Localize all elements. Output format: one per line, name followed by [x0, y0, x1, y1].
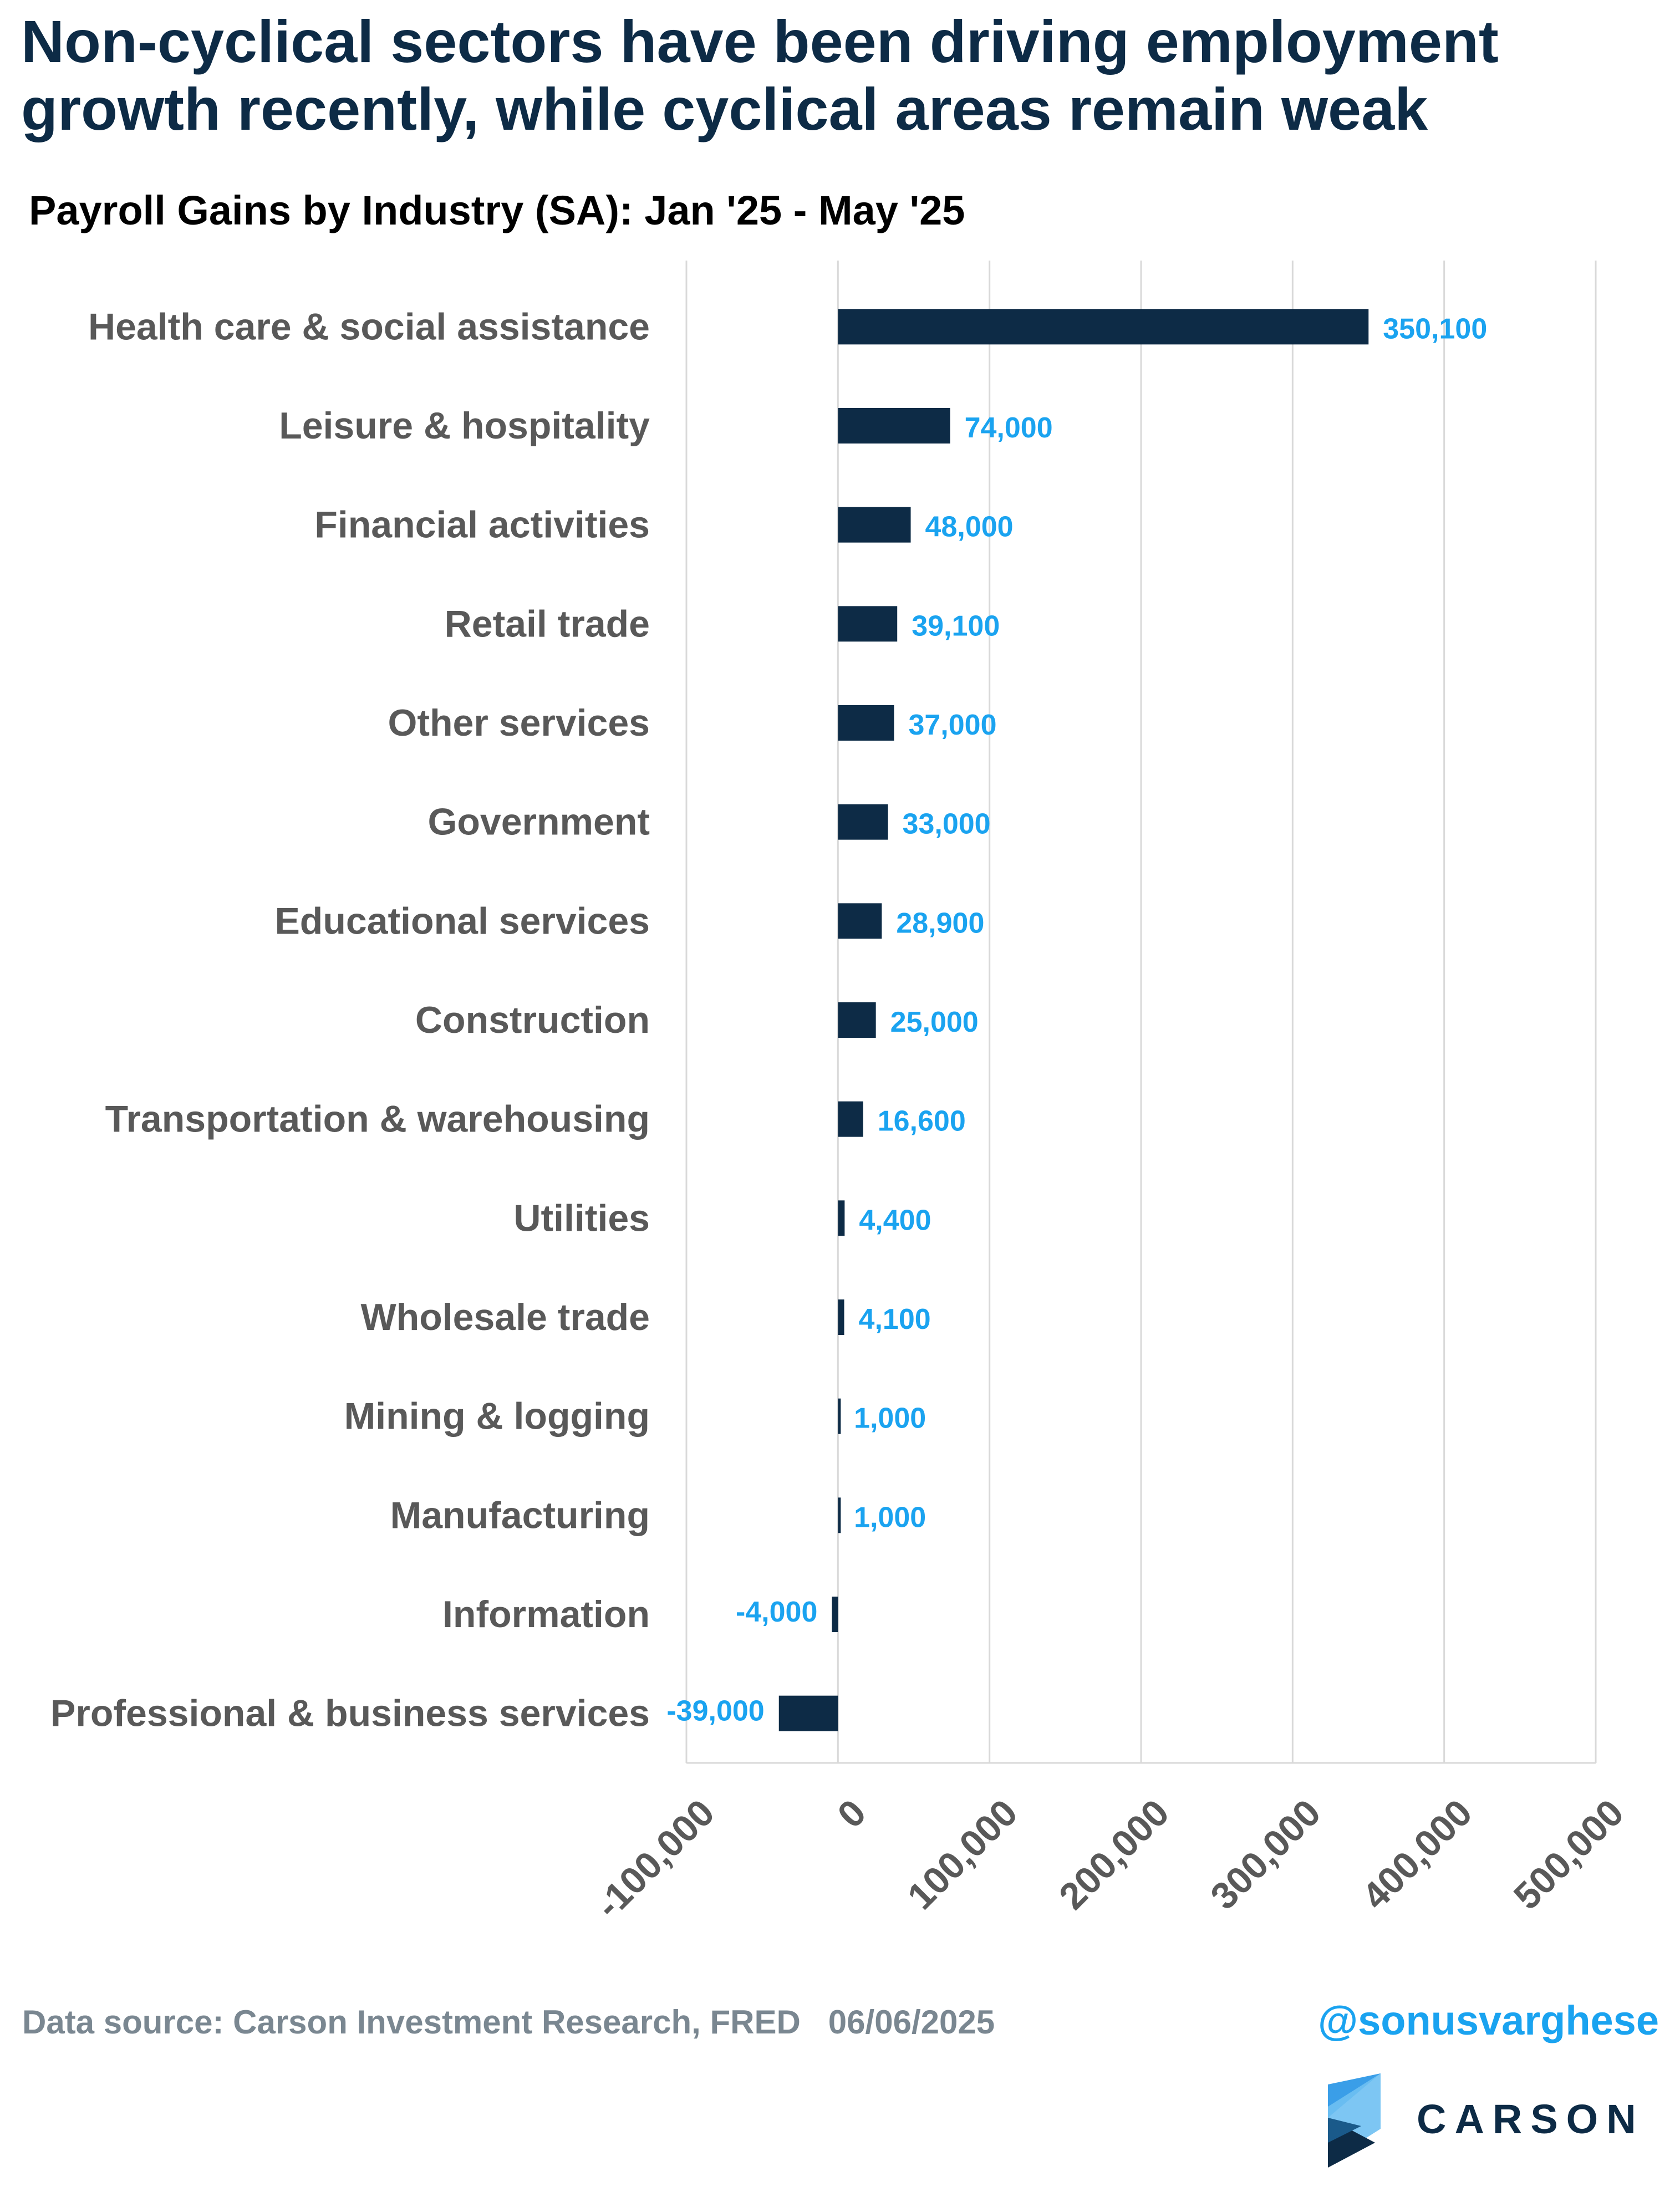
category-label: Government [427, 801, 650, 843]
bar [778, 1695, 838, 1731]
value-label: 4,100 [859, 1303, 931, 1335]
bar [832, 1597, 838, 1632]
bar [838, 309, 1369, 345]
x-tick-label: 300,000 [1203, 1791, 1329, 1918]
value-label: 33,000 [903, 808, 991, 840]
x-tick-label: 400,000 [1354, 1791, 1480, 1918]
bar [838, 408, 950, 444]
value-label: 1,000 [854, 1501, 926, 1533]
value-label: -39,000 [666, 1695, 764, 1727]
x-tick-label: 500,000 [1506, 1791, 1632, 1918]
carson-logo-wordmark: CARSON [1417, 2096, 1645, 2142]
x-tick-label: -100,000 [588, 1791, 723, 1926]
value-label: 74,000 [965, 412, 1053, 444]
category-label: Retail trade [445, 603, 650, 645]
chart-subtitle: Payroll Gains by Industry (SA): Jan '25 … [29, 187, 965, 233]
category-label: Educational services [274, 900, 650, 942]
category-label: Health care & social assistance [88, 305, 650, 348]
category-label: Wholesale trade [361, 1296, 650, 1338]
bar [838, 507, 911, 543]
bar [838, 1002, 876, 1038]
chart-headline: Non-cyclical sectors have been driving e… [21, 8, 1499, 142]
category-label: Other services [388, 702, 650, 744]
gridlines [685, 261, 1597, 1764]
carson-logo-mark-icon [1328, 2073, 1381, 2168]
bars [778, 309, 1369, 1731]
bar [838, 1398, 841, 1434]
bar [838, 903, 882, 939]
bar [838, 1299, 844, 1335]
category-label: Transportation & warehousing [105, 1098, 650, 1140]
value-label: 28,900 [896, 907, 984, 939]
category-label: Construction [415, 999, 650, 1041]
category-label: Mining & logging [344, 1395, 650, 1438]
value-label: -4,000 [736, 1596, 817, 1628]
data-source-note: Data source: Carson Investment Research,… [22, 2004, 995, 2041]
value-label: 37,000 [908, 709, 996, 741]
value-labels: 350,100 74,000 48,000 39,100 37,000 33,000 28,… [666, 313, 1487, 1727]
bar [838, 606, 898, 642]
carson-logo: CARSON [1328, 2073, 1661, 2168]
category-label: Professional & business services [50, 1693, 650, 1735]
bar [838, 1497, 841, 1533]
bar [838, 705, 894, 741]
category-label: Utilities [513, 1197, 650, 1239]
value-label: 4,400 [859, 1204, 931, 1236]
category-label: Leisure & hospitality [279, 405, 650, 447]
value-label: 25,000 [890, 1006, 979, 1038]
author-handle[interactable]: @sonusvarghese [1317, 1997, 1659, 2043]
bar-chart: Health care & social assistance Leisure &… [50, 261, 1632, 1926]
x-axis-tick-labels: -100,000 0 100,000 200,000 300,000 400,000 500… [588, 1791, 1632, 1926]
value-label: 350,100 [1383, 313, 1487, 345]
x-tick-label: 200,000 [1051, 1791, 1178, 1918]
value-label: 48,000 [925, 511, 1014, 543]
x-tick-label: 0 [829, 1791, 874, 1836]
x-tick-label: 100,000 [899, 1791, 1026, 1918]
bar [838, 1200, 845, 1236]
category-label: Manufacturing [390, 1494, 650, 1536]
bar [838, 804, 888, 840]
value-label: 39,100 [912, 610, 1000, 642]
category-label: Information [442, 1593, 650, 1635]
category-labels: Health care & social assistance Leisure &… [50, 305, 650, 1734]
category-label: Financial activities [314, 504, 650, 546]
value-label: 16,600 [878, 1105, 966, 1138]
bar [838, 1101, 863, 1137]
value-label: 1,000 [854, 1403, 926, 1435]
